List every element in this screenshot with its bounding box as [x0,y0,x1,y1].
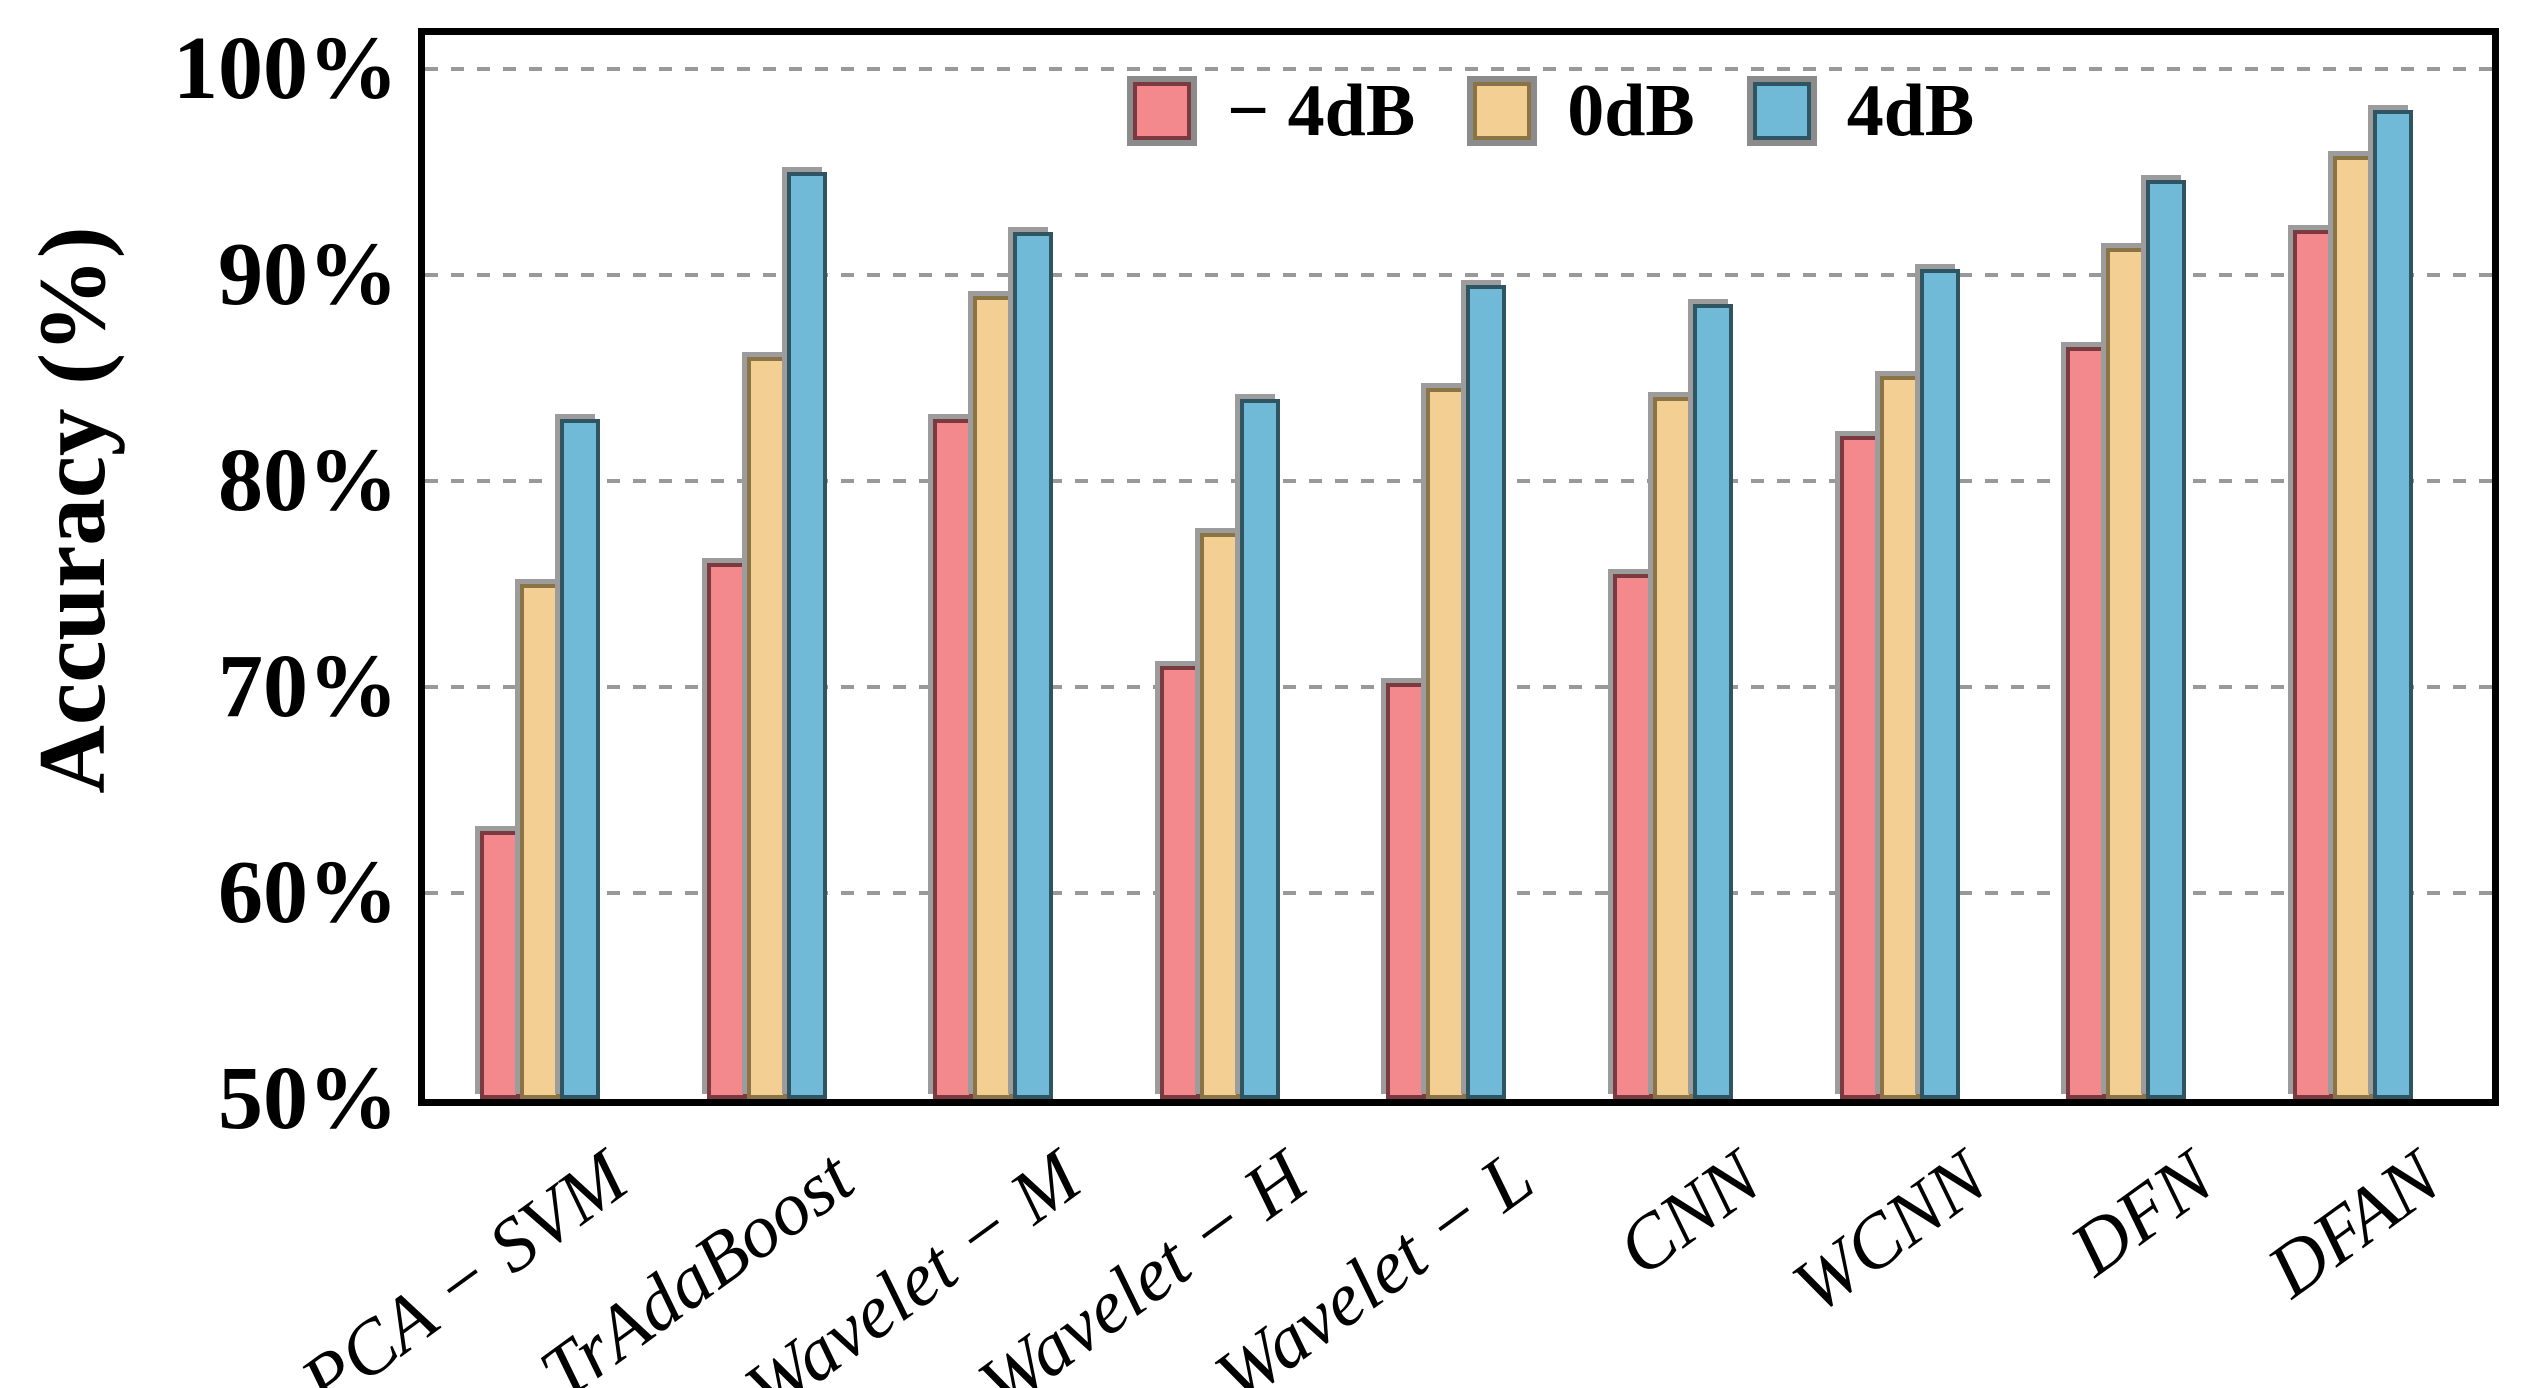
bar-−4dB-Wavelet−L [1386,682,1427,1099]
bar-4dB-DFAN [2372,110,2413,1099]
bar-0dB-CNN [1653,396,1693,1099]
y-tick-label-90: 90% [218,225,398,324]
bar-−4dB-PCA−SVM [480,831,520,1099]
bar-4dB-Wavelet−L [1466,285,1507,1099]
y-tick-label-70: 70% [218,637,398,736]
bar-−4dB-DFAN [2292,229,2333,1099]
x-tick-label-DFAN: DFAN [2252,1134,2455,1314]
bar-−4dB-Wavelet−H [1159,666,1200,1099]
gridline-90 [425,273,2492,277]
bar-4dB-TrAdaBoost [786,172,827,1099]
bar-0dB-Wavelet−M [973,295,1014,1099]
legend-label-4db: 4dB [1846,70,1975,152]
legend-swatch-4db [1746,76,1817,146]
bar-0dB-Wavelet−H [1199,532,1240,1099]
y-tick-label-100: 100% [173,19,398,118]
x-tick-label-CNN: CNN [1602,1134,1776,1293]
bar-4dB-CNN [1693,303,1733,1099]
bar-4dB-Wavelet−M [1013,231,1054,1099]
legend-label-0db: 0dB [1567,70,1695,152]
bar-0dB-DFN [2106,248,2147,1099]
x-tick-label-DFN: DFN [2055,1134,2229,1293]
bar-0dB-TrAdaBoost [746,357,787,1099]
bar-−4dB-DFN [2066,347,2107,1099]
bar-4dB-DFN [2146,180,2187,1099]
y-tick-label-60: 60% [218,843,398,942]
x-tick-label-WCNN: WCNN [1778,1134,2002,1330]
gridline-100 [425,67,2492,71]
legend-swatch-minus4db [1127,76,1197,146]
bar-0dB-DFAN [2332,155,2373,1099]
legend: − 4dB 0dB 4dB [1127,74,2026,148]
bar-−4dB-TrAdaBoost [706,563,747,1099]
bar-0dB-PCA−SVM [520,584,560,1099]
bar-4dB-Wavelet−H [1239,398,1280,1099]
plot-area [418,28,2499,1106]
y-tick-label-80: 80% [218,431,398,530]
bar-−4dB-Wavelet−M [933,419,974,1099]
bar-4dB-PCA−SVM [560,419,600,1099]
bar-−4dB-CNN [1613,573,1653,1099]
bar-0dB-WCNN [1879,375,1920,1099]
bar-−4dB-WCNN [1839,435,1880,1099]
legend-swatch-0db [1467,76,1538,146]
bar-4dB-WCNN [1919,268,1960,1099]
bar-0dB-Wavelet−L [1426,388,1467,1099]
y-tick-label-50: 50% [218,1049,398,1148]
legend-label-minus4db: − 4dB [1227,70,1416,152]
